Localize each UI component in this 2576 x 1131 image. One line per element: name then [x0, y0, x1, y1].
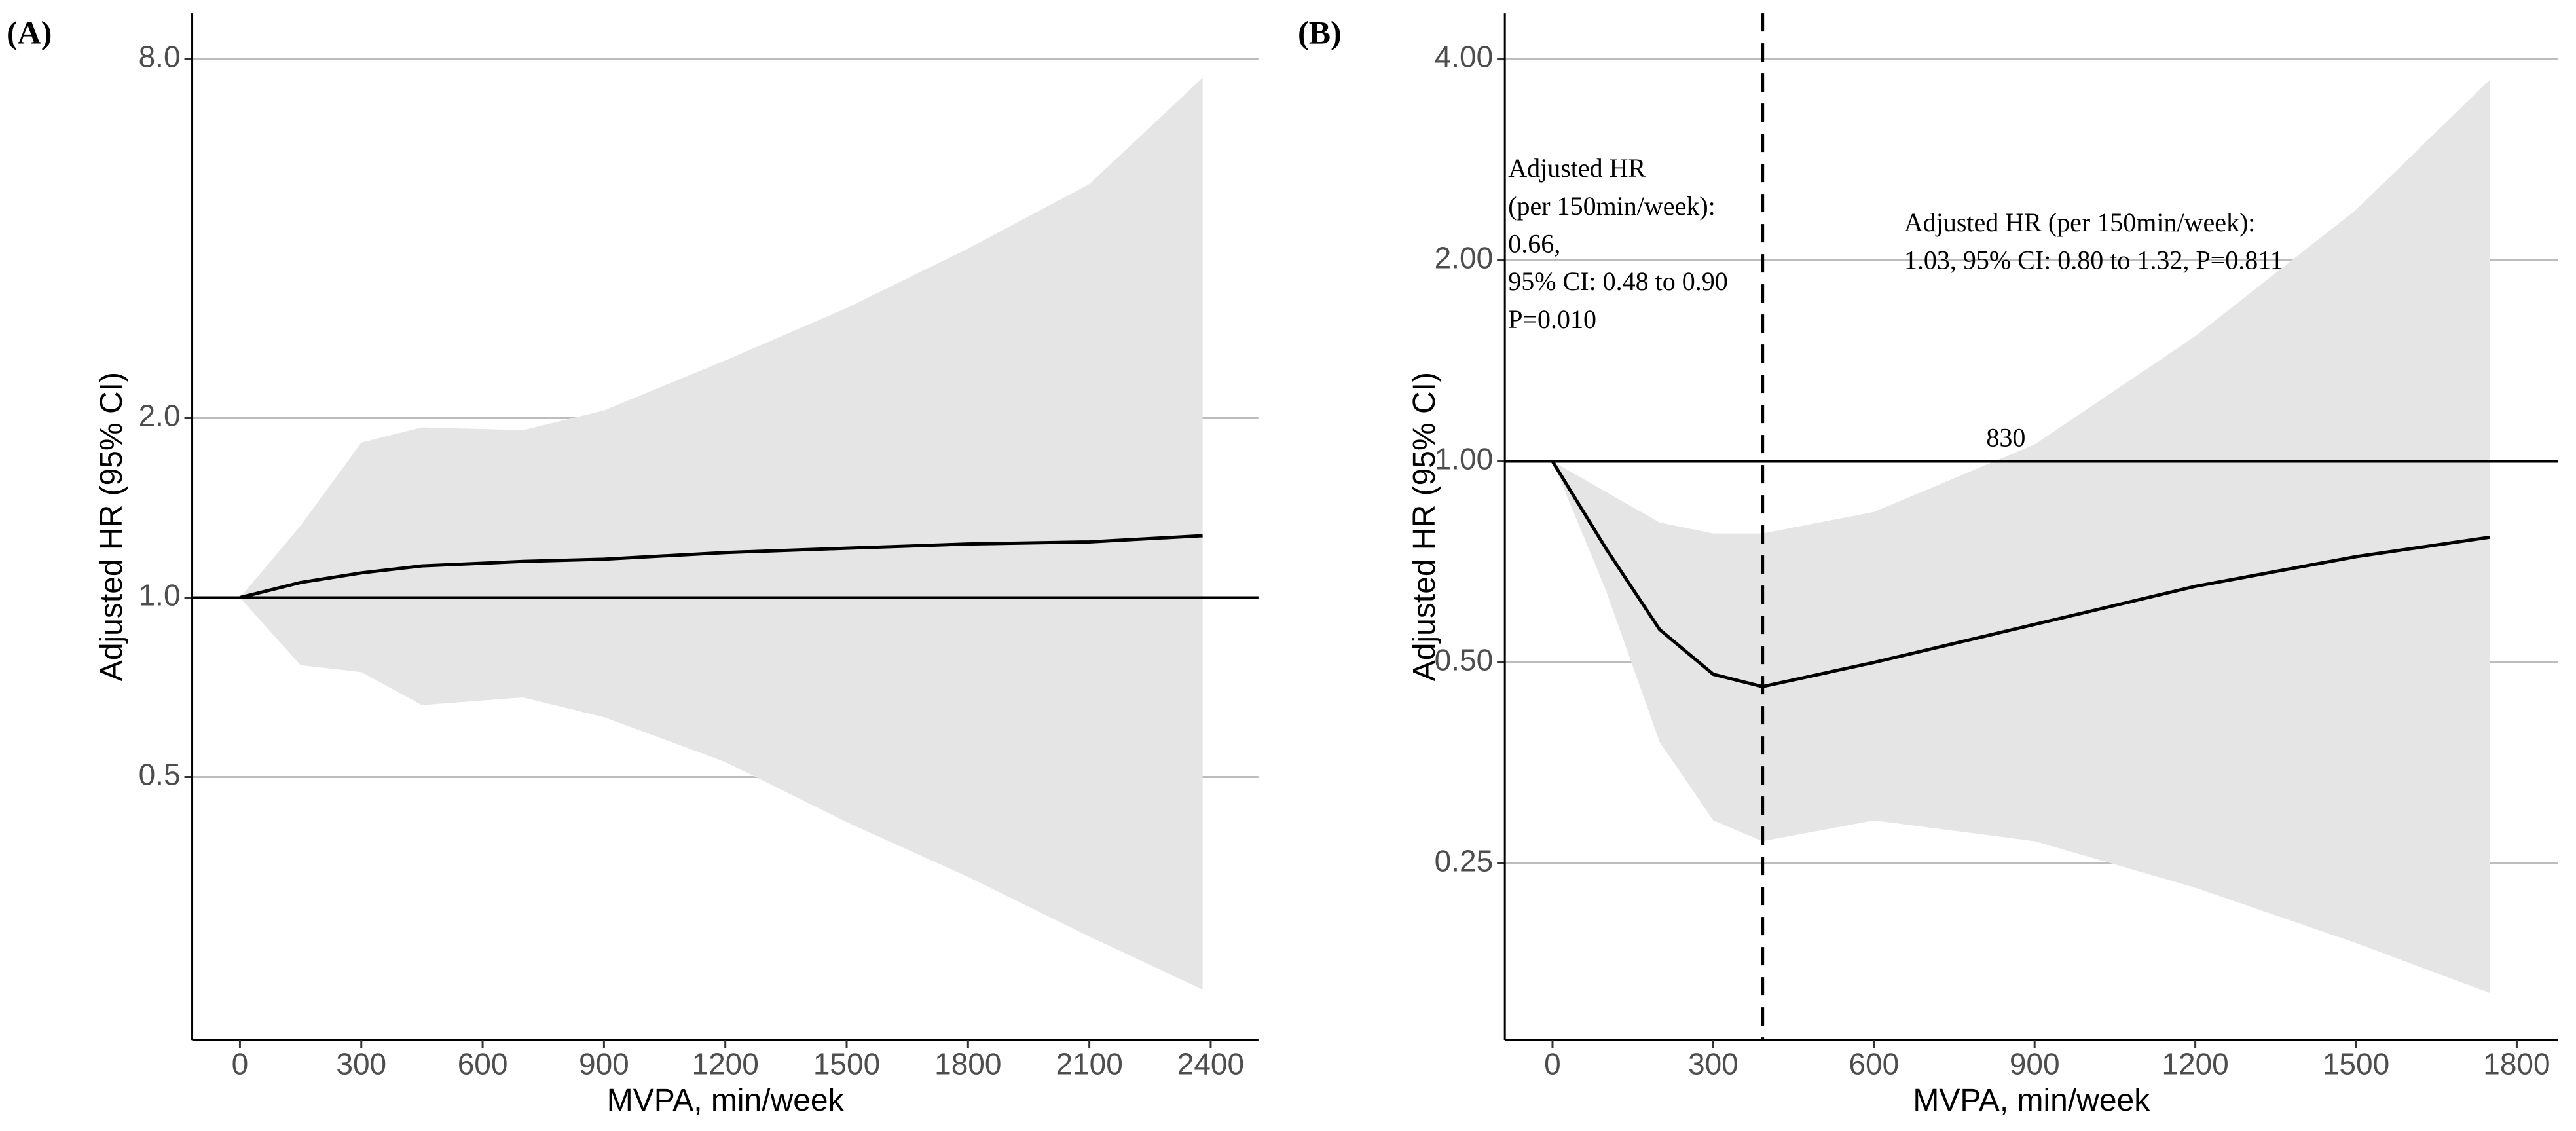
x-tick-label: 600	[1849, 1047, 1899, 1081]
x-axis-title: MVPA, min/week	[1913, 1083, 2150, 1118]
annotation: 0.66,	[1508, 229, 1560, 259]
x-tick-label: 1800	[2483, 1047, 2550, 1081]
y-tick-label: 4.00	[1435, 40, 1494, 74]
y-tick-label: 8.0	[139, 40, 181, 74]
panel-label: (B)	[1298, 14, 1342, 51]
annotation: (per 150min/week):	[1508, 191, 1716, 221]
panel-label: (A)	[7, 14, 52, 51]
x-axis-title: MVPA, min/week	[607, 1083, 845, 1118]
x-tick-label: 1200	[692, 1047, 759, 1081]
y-tick-label: 2.0	[139, 399, 181, 433]
x-tick-label: 900	[2010, 1047, 2060, 1081]
x-tick-label: 2100	[1056, 1047, 1122, 1081]
x-tick-label: 1800	[934, 1047, 1001, 1081]
hr-line	[1551, 460, 2490, 689]
annotation: P=0.010	[1508, 305, 1596, 334]
y-tick-label: 1.0	[139, 578, 181, 612]
x-tick-label: 1200	[2162, 1047, 2228, 1081]
y-tick-label: 0.5	[139, 758, 181, 792]
x-tick-label: 300	[1688, 1047, 1739, 1081]
annotation: 830	[1986, 423, 2025, 453]
x-tick-label: 900	[579, 1047, 629, 1081]
y-axis-title: Adjusted HR (95% CI)	[1407, 372, 1442, 681]
hr-line	[239, 534, 1203, 599]
x-tick-label: 300	[336, 1047, 386, 1081]
annotation: Adjusted HR	[1508, 153, 1646, 183]
y-tick-label: 2.00	[1435, 241, 1494, 275]
x-tick-label: 1500	[2323, 1047, 2389, 1081]
annotation: 95% CI: 0.48 to 0.90	[1508, 267, 1728, 296]
x-tick-label: 1500	[813, 1047, 880, 1081]
annotation: Adjusted HR (per 150min/week):	[1904, 208, 2256, 237]
annotation: 1.03, 95% CI: 0.80 to 1.32, P=0.811	[1904, 246, 2283, 275]
x-tick-label: 0	[232, 1047, 249, 1081]
confidence-band	[1552, 79, 2490, 993]
y-axis-title: Adjusted HR (95% CI)	[94, 372, 129, 681]
x-tick-label: 0	[1544, 1047, 1561, 1081]
y-tick-label: 1.00	[1435, 442, 1494, 476]
x-tick-label: 2400	[1177, 1047, 1244, 1081]
y-tick-label: 0.50	[1435, 643, 1494, 677]
confidence-band	[240, 77, 1203, 990]
x-tick-label: 600	[458, 1047, 508, 1081]
y-tick-label: 0.25	[1435, 844, 1494, 878]
